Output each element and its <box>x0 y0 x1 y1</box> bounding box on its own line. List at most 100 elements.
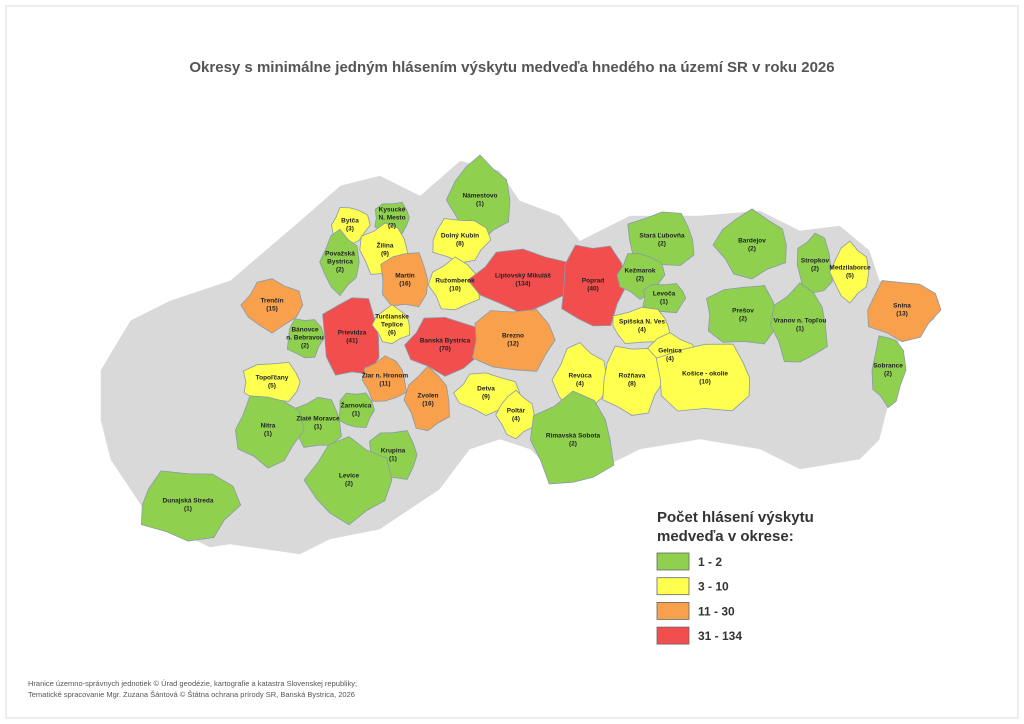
district-count: (134) <box>515 281 530 288</box>
district-count: (1) <box>389 456 397 463</box>
district-count: (2) <box>748 246 756 253</box>
district-count: (70) <box>439 346 451 353</box>
district-name: Rimavská Sobota <box>546 433 601 440</box>
district <box>140 470 242 542</box>
district-name: Gelnica <box>658 348 682 355</box>
district <box>561 244 628 327</box>
district-name: Košice - okolie <box>682 371 728 378</box>
district-count: (5) <box>268 383 276 390</box>
legend-title: medveďa v okrese: <box>657 528 794 545</box>
district <box>829 240 870 304</box>
district-count: (2) <box>884 371 892 378</box>
district <box>627 211 695 268</box>
district <box>602 345 665 416</box>
district-count: (4) <box>512 416 520 423</box>
district-name: Nitra <box>261 423 276 430</box>
district-count: (41) <box>346 338 358 345</box>
district-count: (8) <box>628 381 636 388</box>
district-count: (2) <box>345 481 353 488</box>
district-name: Brezno <box>502 333 524 340</box>
district-count: (2) <box>658 241 666 248</box>
district-count: (2) <box>336 267 344 274</box>
district-count: (13) <box>896 311 908 318</box>
district-count: (2) <box>388 223 396 230</box>
district-name: Teplice <box>381 322 403 329</box>
district-name: Spišská N. Ves <box>619 319 665 326</box>
district <box>471 308 556 372</box>
district-count: (6) <box>388 330 396 337</box>
district-name: Medzilaborce <box>829 265 871 272</box>
district <box>303 436 393 526</box>
district <box>404 316 489 377</box>
district-name: N. Mesto <box>378 215 405 222</box>
map-title: Okresy s minimálne jedným hlásením výsky… <box>189 59 834 76</box>
district-count: (2) <box>739 316 747 323</box>
district-count: (3) <box>346 226 354 233</box>
district-name: Žilina <box>377 241 394 250</box>
district <box>380 252 429 308</box>
district-name: n. Bebravou <box>286 335 324 342</box>
district <box>867 280 942 343</box>
district-count: (1) <box>184 506 192 513</box>
district <box>796 232 833 295</box>
district-count: (4) <box>638 327 646 334</box>
district-name: Revúca <box>568 373 592 380</box>
legend-swatch <box>656 626 690 645</box>
district <box>642 283 687 314</box>
district-name: Žarnovica <box>341 401 372 410</box>
district-name: Liptovský Mikuláš <box>495 273 551 280</box>
district-name: Považská <box>325 251 355 258</box>
district-count: (16) <box>422 401 434 408</box>
district-count: (2) <box>811 266 819 273</box>
district-name: Snina <box>893 303 911 310</box>
district-count: (11) <box>379 381 390 388</box>
district-name: Detva <box>477 386 495 393</box>
district-name: Martin <box>395 273 415 280</box>
district <box>338 392 375 428</box>
district-count: (1) <box>314 424 322 431</box>
district <box>495 389 535 440</box>
district-count: (5) <box>846 273 854 280</box>
district-count: (4) <box>576 381 584 388</box>
district <box>234 395 305 469</box>
district-name: Vranov n. Topľou <box>774 318 827 325</box>
district <box>712 208 787 280</box>
district-count: (16) <box>399 281 411 288</box>
district-count: (10) <box>449 286 461 293</box>
legend-swatch <box>656 602 690 620</box>
district-count: (8) <box>456 241 464 248</box>
districts <box>140 154 942 542</box>
district-count: (1) <box>352 411 360 418</box>
district-name: Námestovo <box>462 193 497 200</box>
district-name: Levice <box>339 473 360 480</box>
footer-line: Tematické spracovanie Mgr. Zuzana Šántov… <box>28 690 355 699</box>
district-name: Poltár <box>507 408 526 415</box>
legend-swatch <box>656 577 690 596</box>
district-name: Bytča <box>341 218 359 225</box>
district-name: Dunajská Streda <box>163 498 214 505</box>
legend-label: 3 - 10 <box>698 580 729 594</box>
district-count: (1) <box>476 201 484 208</box>
legend: Počet hlásení výskytu medveďa v okrese: 1 … <box>656 509 814 645</box>
district-count: (9) <box>381 251 389 258</box>
district-name: Rožňava <box>619 373 646 380</box>
district-name: Sobrance <box>873 363 903 370</box>
district-name: Ružomberok <box>435 278 475 285</box>
district-name: Bystrica <box>327 259 353 266</box>
footer-line: Hranice územno-správnych jednotiek © Úra… <box>28 679 357 688</box>
district-name: Bánovce <box>291 327 318 334</box>
district-count: (1) <box>264 431 272 438</box>
legend-title: Počet hlásení výskytu <box>657 509 814 526</box>
district <box>770 282 828 363</box>
district <box>432 218 492 264</box>
district-name: Zvolen <box>418 393 439 400</box>
district-name: Prešov <box>732 308 754 315</box>
district-count: (40) <box>587 286 599 293</box>
district-name: Kežmarok <box>624 268 655 275</box>
district-name: Stropkov <box>801 258 830 265</box>
district-name: Poprad <box>582 278 604 285</box>
district-name: Bardejov <box>738 238 766 245</box>
district-name: Dolný Kubín <box>441 233 479 240</box>
district <box>286 318 325 359</box>
